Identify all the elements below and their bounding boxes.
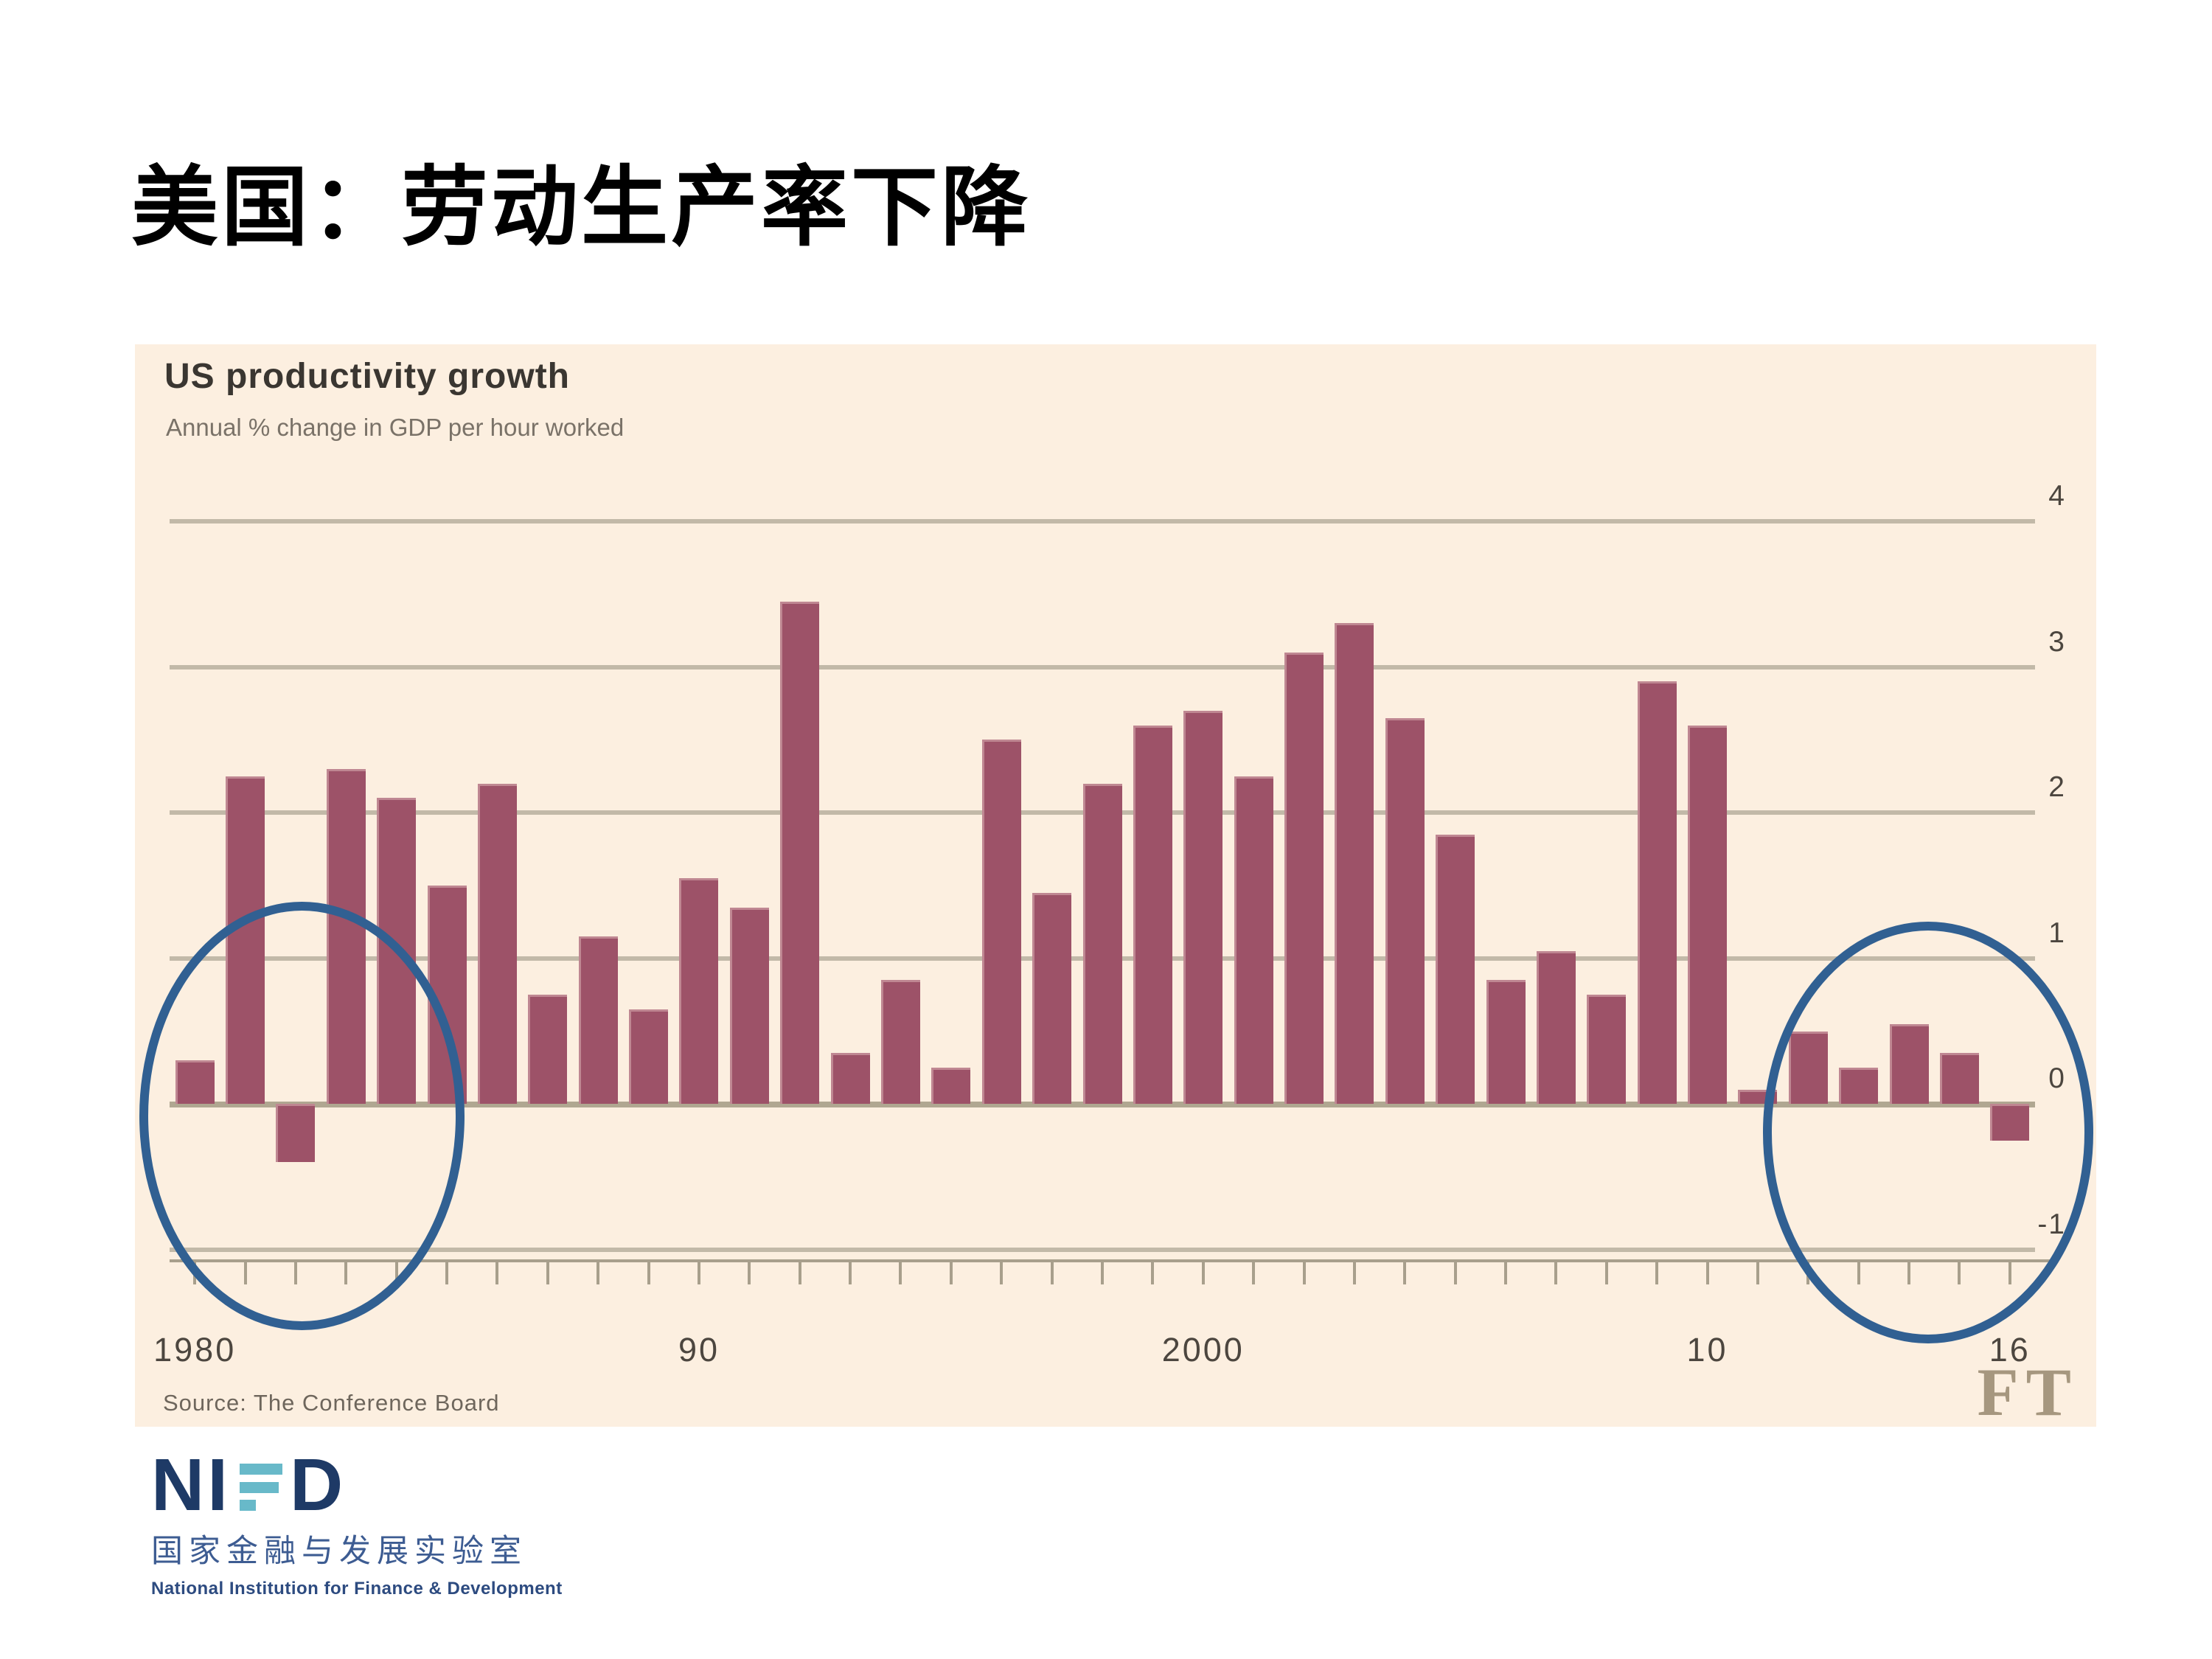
x-tick-2006 — [1504, 1262, 1508, 1284]
bar-1987 — [528, 995, 568, 1105]
bar-1994 — [880, 980, 920, 1105]
x-tick-2001 — [1252, 1262, 1256, 1284]
bar-1993 — [830, 1053, 870, 1105]
x-tick-1998 — [1101, 1262, 1104, 1284]
x-tick-2011 — [1756, 1262, 1759, 1284]
nifd-f-bars-icon — [240, 1464, 282, 1511]
x-tick-1990 — [697, 1262, 700, 1284]
x-tick-label-2000: 2000 — [1161, 1331, 1245, 1368]
nifd-letter-d: D — [290, 1444, 347, 1526]
bar-2007 — [1536, 950, 1576, 1105]
nifd-english-name: National Institution for Finance & Devel… — [151, 1579, 563, 1599]
chart-panel: US productivity growth Annual % change i… — [135, 344, 2096, 1430]
y-tick-label-1: 1 — [2048, 917, 2066, 949]
y-gridline-4 — [170, 519, 2035, 524]
source-note: Source: The Conference Board — [163, 1390, 500, 1416]
bar-1990 — [679, 878, 719, 1105]
nifd-chinese-name: 国家金融与发展实验室 — [151, 1534, 527, 1569]
x-tick-1999 — [1151, 1262, 1155, 1284]
x-tick-2007 — [1554, 1262, 1558, 1284]
x-tick-label-2010: 10 — [1686, 1331, 1728, 1368]
x-tick-1987 — [546, 1262, 549, 1284]
y-tick-label-4: 4 — [2048, 480, 2066, 512]
chart-title: US productivity growth — [164, 357, 570, 396]
x-tick-label-1980: 1980 — [153, 1331, 237, 1368]
bar-1991 — [729, 907, 769, 1105]
bar-2001 — [1234, 776, 1273, 1105]
x-tick-2008 — [1604, 1262, 1608, 1284]
x-tick-1997 — [1050, 1262, 1054, 1284]
ft-logo: FT — [1977, 1354, 2079, 1430]
x-tick-1996 — [1000, 1262, 1004, 1284]
bar-2003 — [1335, 623, 1374, 1105]
bar-2008 — [1587, 995, 1627, 1105]
bar-2000 — [1183, 710, 1223, 1105]
bar-1988 — [578, 936, 618, 1105]
bar-1997 — [1032, 892, 1072, 1105]
bar-1995 — [931, 1068, 971, 1105]
bar-1996 — [981, 740, 1021, 1105]
nifd-letters-ni: NI — [151, 1444, 231, 1526]
x-tick-1994 — [899, 1262, 902, 1284]
x-tick-2004 — [1403, 1262, 1407, 1284]
x-tick-1986 — [495, 1262, 499, 1284]
bar-1992 — [780, 601, 820, 1105]
chart-subtitle: Annual % change in GDP per hour worked — [166, 414, 625, 441]
plot-area: 4 3 2 1 0 -1 1980 90 2000 10 16 — [139, 480, 2093, 1368]
x-tick-2005 — [1453, 1262, 1457, 1284]
x-tick-1995 — [949, 1262, 953, 1284]
bar-2009 — [1637, 681, 1677, 1105]
slide-title: 美国：劳动生产率下降 — [131, 159, 1032, 257]
y-gridline-3 — [170, 664, 2035, 669]
highlight-2012-2016 — [1762, 922, 2093, 1343]
nifd-logo: NI D 国家金融与发展实验室 National Institution for… — [151, 1444, 563, 1599]
bar-2006 — [1486, 980, 1526, 1105]
x-tick-label-1990: 90 — [678, 1331, 720, 1368]
y-tick-label-2: 2 — [2048, 771, 2066, 804]
x-tick-2010 — [1705, 1262, 1709, 1284]
y-gridline-0 — [170, 1102, 2035, 1108]
x-tick-2003 — [1352, 1262, 1356, 1284]
bar-2005 — [1436, 834, 1475, 1105]
bar-2004 — [1385, 717, 1425, 1105]
x-tick-label-2016: 16 — [1989, 1331, 2031, 1368]
highlight-early-1980s — [139, 901, 465, 1330]
x-axis-line — [170, 1259, 2057, 1262]
bar-1998 — [1082, 783, 1122, 1105]
x-tick-2002 — [1302, 1262, 1306, 1284]
bar-1999 — [1133, 725, 1172, 1105]
x-tick-2009 — [1655, 1262, 1659, 1284]
bar-2010 — [1688, 725, 1728, 1105]
x-tick-1992 — [798, 1262, 801, 1284]
x-tick-1989 — [647, 1262, 650, 1284]
x-tick-1988 — [597, 1262, 600, 1284]
x-tick-1993 — [849, 1262, 852, 1284]
bar-1989 — [629, 1009, 669, 1105]
y-tick-label-3: 3 — [2048, 625, 2066, 658]
x-tick-1991 — [748, 1262, 751, 1284]
y-gridline--1 — [170, 1248, 2035, 1252]
bar-1986 — [477, 783, 517, 1105]
x-tick-1985 — [445, 1262, 449, 1284]
x-tick-2000 — [1201, 1262, 1205, 1284]
nifd-wordmark: NI D — [151, 1444, 563, 1526]
bar-2002 — [1284, 652, 1324, 1105]
